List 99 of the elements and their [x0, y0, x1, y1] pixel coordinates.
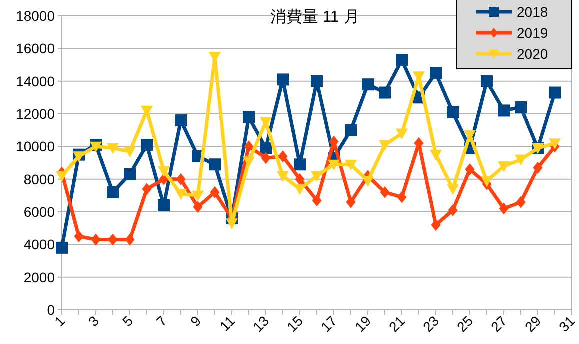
point — [142, 183, 152, 196]
point — [74, 230, 84, 242]
x-tick-label: 17 — [318, 312, 340, 336]
point — [91, 234, 101, 246]
point — [380, 186, 390, 198]
point — [125, 234, 135, 246]
point — [141, 106, 153, 117]
point — [379, 86, 391, 99]
point — [124, 168, 136, 180]
x-tick-label: 11 — [216, 312, 238, 334]
x-tick-label: 19 — [352, 312, 374, 336]
point — [107, 186, 119, 198]
point — [431, 219, 441, 232]
x-tick-label: 7 — [153, 312, 170, 330]
point — [107, 144, 119, 154]
point — [108, 234, 118, 246]
point — [549, 86, 561, 99]
y-tick-label: 6000 — [24, 204, 56, 220]
point — [175, 189, 187, 200]
x-tick-label: 13 — [250, 312, 272, 336]
point — [430, 67, 442, 80]
point — [312, 194, 322, 207]
x-tick-label: 15 — [284, 312, 306, 336]
point — [465, 164, 475, 176]
point — [210, 186, 220, 198]
point — [244, 140, 254, 153]
x-tick-label: 27 — [488, 312, 510, 336]
point — [295, 173, 305, 186]
point — [481, 75, 493, 88]
point — [362, 176, 374, 187]
legend-label: 2018 — [517, 4, 548, 20]
point — [345, 124, 357, 136]
point — [498, 104, 510, 117]
y-tick-label: 14000 — [16, 73, 56, 90]
point — [499, 202, 509, 215]
point — [261, 152, 271, 164]
point — [277, 74, 289, 86]
x-tick-label: 3 — [85, 312, 102, 330]
legend-label: 2020 — [517, 46, 548, 62]
point — [124, 146, 136, 158]
point — [516, 196, 526, 208]
point — [430, 150, 442, 161]
point — [209, 158, 221, 171]
y-tick-label: 2000 — [24, 269, 56, 286]
point — [277, 171, 289, 182]
y-tick-label: 4000 — [24, 236, 56, 253]
point — [243, 156, 255, 168]
point — [73, 152, 85, 162]
point — [328, 160, 340, 171]
point — [498, 161, 510, 172]
point — [448, 204, 458, 216]
point — [345, 160, 357, 171]
point — [311, 171, 323, 182]
point — [141, 139, 153, 152]
point — [260, 117, 272, 128]
point — [397, 191, 407, 204]
x-tick-label: 5 — [119, 312, 136, 330]
point — [379, 140, 391, 152]
point — [515, 154, 527, 166]
point — [447, 184, 459, 196]
x-tick-label: 29 — [522, 312, 544, 336]
point — [175, 114, 187, 127]
point — [260, 142, 272, 154]
y-tick-label: 8000 — [24, 171, 56, 188]
x-tick-label: 9 — [187, 312, 204, 330]
point — [56, 171, 68, 182]
point — [193, 201, 203, 214]
chart-title: 消費量 11 月 — [270, 8, 360, 26]
point — [396, 128, 408, 140]
point — [346, 196, 356, 208]
point — [464, 130, 476, 142]
point — [158, 199, 170, 212]
point — [447, 106, 459, 118]
point — [396, 54, 408, 66]
x-tick-label: 31 — [556, 312, 578, 336]
x-tick-label: 23 — [420, 312, 442, 336]
point — [362, 78, 374, 91]
point — [176, 173, 186, 186]
point — [192, 190, 204, 202]
y-tick-label: 16000 — [16, 40, 56, 57]
point — [56, 242, 68, 254]
point — [90, 142, 102, 153]
point — [515, 101, 527, 114]
y-tick-label: 0 — [47, 302, 56, 318]
x-tick-label: 21 — [386, 312, 408, 336]
point — [243, 111, 255, 124]
point — [481, 176, 493, 187]
point — [549, 138, 561, 150]
y-tick-label: 18000 — [16, 8, 56, 24]
x-tick-label: 25 — [454, 312, 476, 336]
point — [533, 162, 543, 174]
y-tick-label: 12000 — [16, 106, 56, 122]
point — [158, 166, 170, 178]
point — [278, 150, 288, 162]
point — [311, 75, 323, 88]
point — [226, 218, 238, 230]
y-tick-label: 10000 — [16, 138, 56, 155]
point — [294, 158, 306, 171]
legend-label: 2019 — [517, 25, 548, 41]
